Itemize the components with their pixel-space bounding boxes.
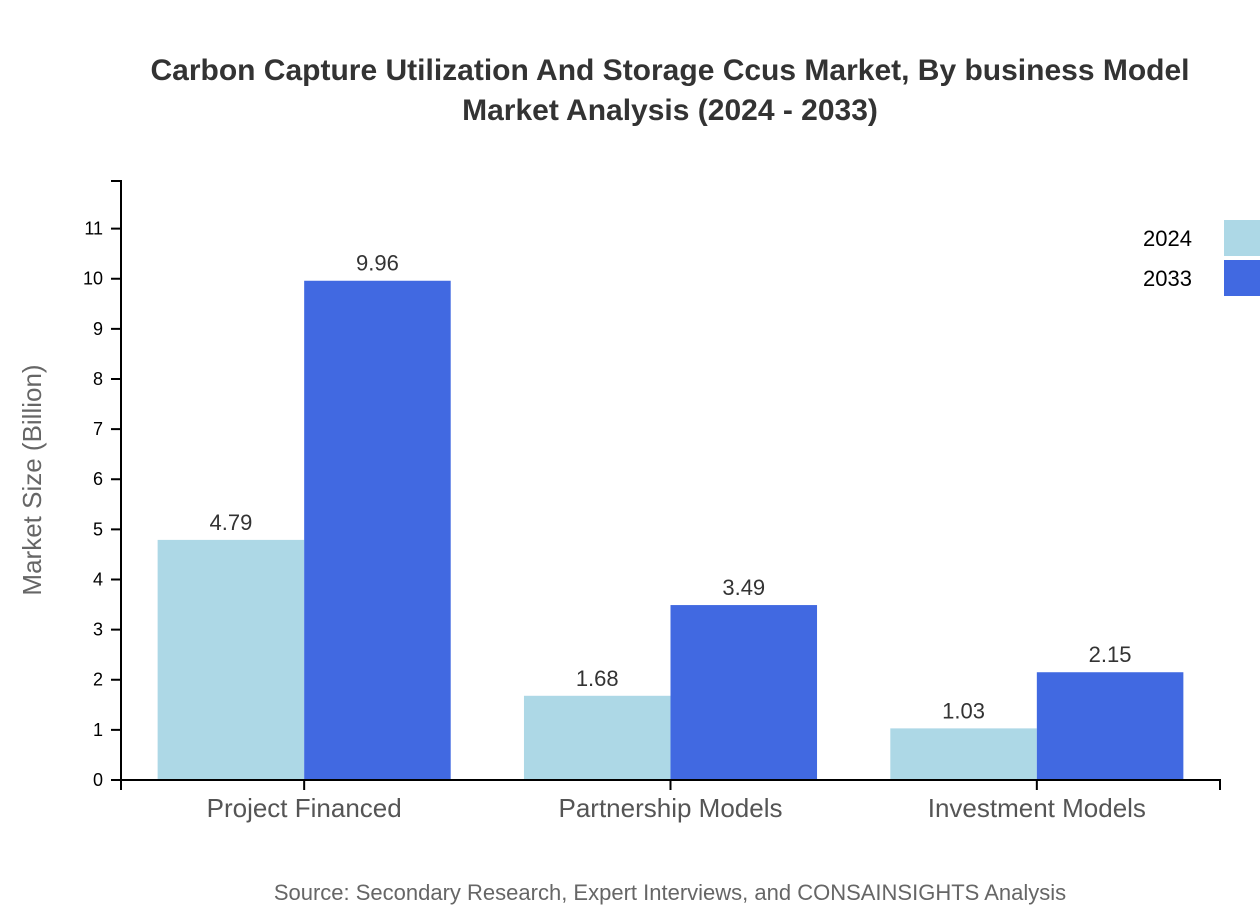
bar-2033 [670,605,818,780]
y-tick-label: 11 [84,219,103,239]
data-label: 1.68 [576,666,619,691]
data-label: 9.96 [356,251,399,276]
bar-2024 [890,728,1037,780]
data-label: 4.79 [209,510,252,535]
bar-2024 [157,539,305,780]
y-tick-label: 3 [93,620,103,640]
y-tick-label: 8 [93,369,103,389]
source-note: Source: Secondary Research, Expert Inter… [274,880,1066,905]
x-tick-label: Partnership Models [559,793,783,823]
legend-swatch-2033 [1224,260,1260,296]
x-axis [120,779,1221,790]
legend-label: 2033 [1143,266,1192,291]
y-tick-label: 1 [93,720,103,740]
y-tick-label: 5 [93,519,103,539]
legend-label: 2024 [1143,226,1192,251]
data-label: 2.15 [1089,642,1132,667]
bar-2024 [523,695,671,780]
x-tick-label: Investment Models [928,793,1146,823]
bar-2033 [304,280,451,780]
y-tick-label: 7 [93,419,103,439]
chart-title-line-2: Market Analysis (2024 - 2033) [462,94,878,127]
y-axis [111,180,122,781]
y-tick-label: 0 [93,770,103,790]
data-label: 3.49 [722,575,765,600]
chart-title-line-1: Carbon Capture Utilization And Storage C… [150,54,1189,87]
y-tick-label: 10 [83,269,103,289]
y-tick-label: 6 [93,469,103,489]
x-tick-label: Project Financed [207,793,402,823]
y-tick-label: 9 [93,319,103,339]
y-tick-label: 2 [93,670,103,690]
y-axis-label: Market Size (Billion) [17,364,47,595]
data-label: 1.03 [942,698,985,723]
bar-2033 [1036,672,1184,780]
legend-swatch-2024 [1224,220,1260,256]
y-tick-label: 4 [93,569,103,589]
